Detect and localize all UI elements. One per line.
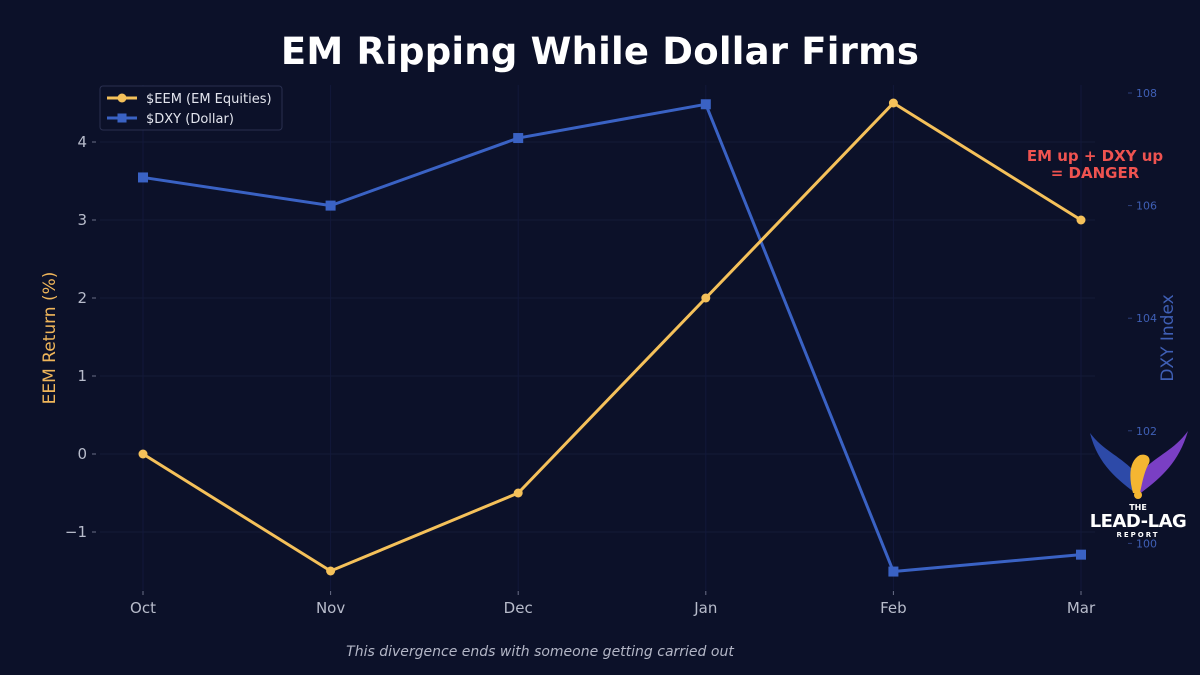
x-tick-label: Oct: [130, 599, 156, 617]
left-tick-label: 4: [77, 133, 87, 151]
eem-point: [888, 98, 898, 108]
eem-point: [1076, 215, 1086, 225]
footer-caption: This divergence ends with someone gettin…: [346, 644, 734, 660]
dxy-point: [1076, 549, 1086, 560]
lead-lag-report-logo: THE LEAD-LAG REPORT: [1078, 425, 1198, 545]
eem-point: [701, 293, 711, 303]
svg-text:$EEM (EM Equities): $EEM (EM Equities): [146, 92, 272, 107]
left-tick-label: 1: [77, 367, 87, 385]
series-lines: [138, 98, 1086, 577]
legend: $EEM (EM Equities) $DXY (Dollar): [99, 85, 283, 131]
square-marker-icon: [117, 113, 127, 123]
right-tick-label: 106: [1136, 200, 1157, 213]
annotation-line-1: EM up + DXY up: [1026, 147, 1164, 165]
chart-title: EM Ripping While Dollar Firms: [280, 30, 920, 73]
logo-sub: REPORT: [1116, 531, 1160, 539]
legend-item-eem: $EEM (EM Equities): [107, 92, 272, 107]
dxy-point: [138, 172, 148, 183]
x-axis: Oct Nov Dec Jan Feb Mar: [130, 591, 1096, 617]
right-axis-label: DXY Index: [1158, 294, 1178, 381]
svg-text:$DXY (Dollar): $DXY (Dollar): [146, 112, 234, 127]
dxy-line: [142, 102, 1082, 574]
dxy-point: [325, 200, 336, 211]
dxy-point: [888, 566, 899, 577]
x-tick-label: Dec: [504, 599, 533, 617]
right-tick-label: 100: [1136, 537, 1157, 550]
right-tick-label: 104: [1136, 312, 1157, 325]
phoenix-icon: [1090, 431, 1188, 499]
left-axis: −1 0 1 2 3 4: [65, 133, 96, 541]
gridlines: [100, 85, 1095, 590]
right-tick-label: 108: [1136, 87, 1157, 100]
eem-point: [513, 488, 523, 498]
annotation-line-2: = DANGER: [1050, 164, 1140, 182]
x-tick-label: Feb: [880, 599, 907, 617]
left-tick-label: 2: [77, 289, 87, 307]
logo-the: THE: [1129, 503, 1147, 512]
logo-name: LEAD-LAG: [1089, 511, 1187, 532]
eem-point: [326, 566, 336, 576]
left-tick-label: 0: [77, 445, 87, 463]
x-tick-label: Nov: [316, 599, 345, 617]
dxy-point: [700, 99, 711, 110]
right-axis: 100 102 104 106 108: [1128, 87, 1157, 550]
legend-item-dxy: $DXY (Dollar): [107, 112, 234, 127]
danger-annotation: EM up + DXY up = DANGER: [990, 148, 1200, 182]
dxy-point: [513, 133, 524, 144]
eem-line: [142, 101, 1082, 573]
x-tick-label: Mar: [1067, 599, 1096, 617]
circle-marker-icon: [117, 93, 127, 103]
left-tick-label: 3: [77, 211, 87, 229]
right-tick-label: 102: [1136, 425, 1157, 438]
eem-point: [138, 449, 148, 459]
x-tick-label: Jan: [693, 599, 717, 617]
left-tick-label: −1: [65, 523, 87, 541]
left-axis-label: EEM Return (%): [40, 272, 60, 405]
